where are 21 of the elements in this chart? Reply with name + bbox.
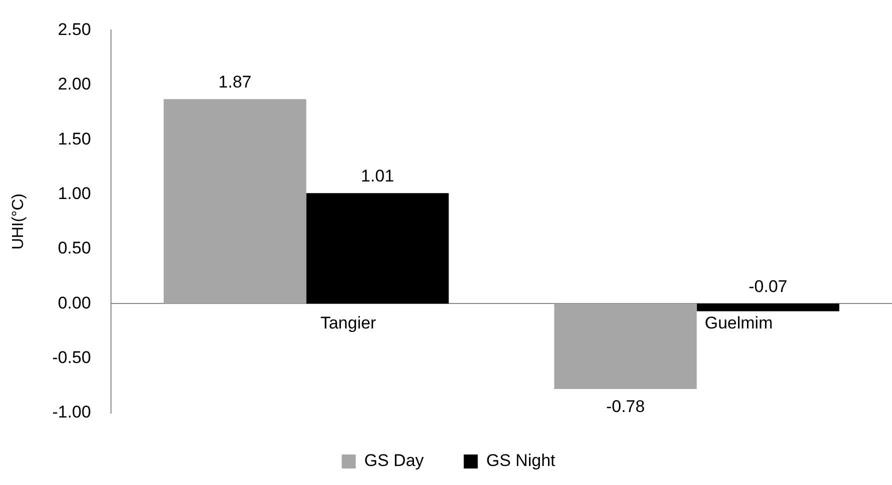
y-axis-title: UHI(°C) (10, 194, 28, 250)
x-tick-label: Guelmim (704, 314, 773, 333)
legend-label: GS Day (364, 451, 424, 470)
bar (554, 304, 697, 389)
data-label: 1.87 (218, 72, 252, 92)
y-tick-label: -1.00 (52, 402, 91, 422)
bar (696, 304, 840, 312)
y-tick-label: 0.00 (58, 293, 91, 312)
y-tick-label: 1.00 (58, 184, 91, 203)
bar (164, 99, 306, 304)
data-label: 1.01 (360, 166, 394, 186)
x-tick-label: Tangier (320, 314, 376, 333)
y-tick-label: 1.50 (58, 129, 91, 148)
legend-label: GS Night (486, 451, 556, 470)
y-tick-label: 2.50 (58, 20, 91, 39)
bar (306, 193, 449, 304)
data-label: -0.78 (606, 397, 645, 416)
data-label: -0.07 (748, 276, 788, 296)
y-tick-label: 2.00 (58, 74, 91, 94)
y-tick-label: 0.50 (58, 238, 91, 258)
y-tick-label: -0.50 (52, 348, 91, 367)
